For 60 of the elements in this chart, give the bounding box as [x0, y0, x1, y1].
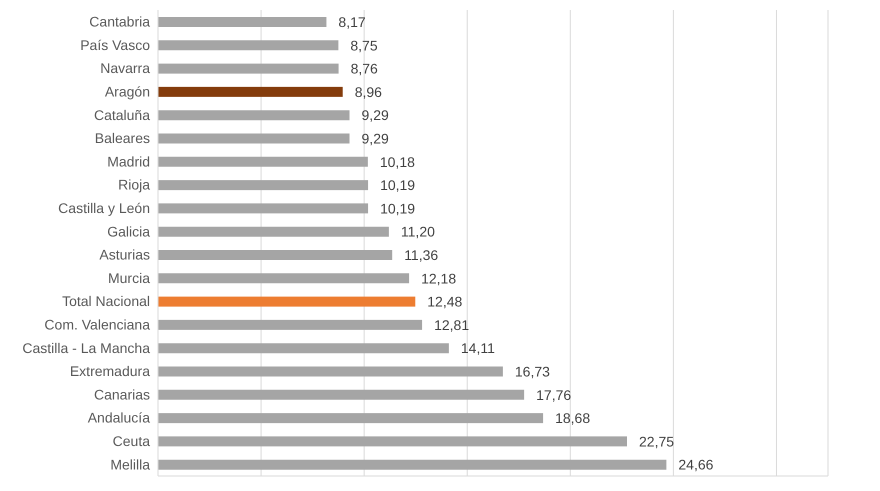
data-label: 11,36: [404, 246, 438, 263]
y-tick-label: Total Nacional: [62, 293, 150, 310]
data-label: 8,76: [350, 60, 378, 77]
data-label: 10,19: [380, 177, 416, 194]
bar: [158, 413, 544, 424]
y-tick-label: Ceuta: [112, 433, 150, 450]
bar: [158, 110, 350, 120]
y-tick-label: Extremadura: [70, 363, 150, 380]
bar: [158, 366, 503, 376]
y-tick-label: Com. Valenciana: [44, 316, 150, 333]
data-label: 18,68: [555, 410, 590, 426]
bar: [158, 156, 368, 167]
data-label: 14,11: [460, 340, 496, 356]
bar: [158, 180, 368, 190]
data-label: 17,76: [536, 386, 572, 403]
data-label: 24,66: [678, 456, 714, 473]
bar: [158, 250, 392, 260]
y-tick-label: Madrid: [107, 153, 150, 170]
data-label: 9,29: [362, 130, 389, 146]
bar: [158, 203, 368, 214]
bar: [158, 17, 326, 27]
y-tick-label: País Vasco: [80, 36, 150, 53]
bar: [158, 40, 338, 50]
bar: [158, 134, 350, 144]
y-tick-label: Canarias: [94, 386, 150, 402]
y-tick-label: Andalucía: [88, 410, 150, 426]
bar: [158, 226, 389, 237]
y-tick-label: Navarra: [100, 60, 150, 76]
bar: [158, 86, 343, 97]
data-label: 12,18: [421, 270, 456, 286]
y-tick-label: Galicia: [107, 223, 150, 240]
bar: [158, 390, 524, 400]
data-label: 8,75: [350, 37, 378, 54]
bar: [158, 273, 410, 284]
y-tick-label: Asturias: [99, 246, 150, 263]
bar: [158, 460, 666, 470]
y-tick-label: Aragón: [104, 84, 150, 100]
data-label: 10,19: [380, 200, 416, 216]
data-label: 22,75: [639, 433, 674, 450]
y-tick-label: Murcia: [108, 270, 150, 286]
bar: [158, 436, 627, 446]
data-label: 16,73: [514, 363, 550, 380]
y-tick-label: Cantabria: [89, 14, 150, 30]
bar: [158, 320, 422, 330]
bar: [158, 296, 416, 307]
y-tick-label: Baleares: [94, 130, 150, 146]
y-tick-label: Castilla - La Mancha: [22, 340, 150, 356]
y-tick-label: Rioja: [118, 176, 150, 193]
data-label: 12,48: [427, 294, 463, 310]
y-tick-label: Cataluña: [94, 106, 150, 123]
data-label: 9,29: [362, 107, 389, 124]
bar: [158, 343, 449, 354]
data-label: 10,18: [380, 154, 416, 170]
y-tick-label: Melilla: [110, 456, 150, 472]
data-label: 8,96: [354, 84, 382, 100]
data-label: 8,17: [338, 14, 366, 30]
y-tick-label: Castilla y León: [58, 200, 150, 216]
bar: [158, 64, 339, 74]
data-label: 11,20: [400, 224, 436, 240]
data-label: 12,81: [434, 316, 470, 333]
